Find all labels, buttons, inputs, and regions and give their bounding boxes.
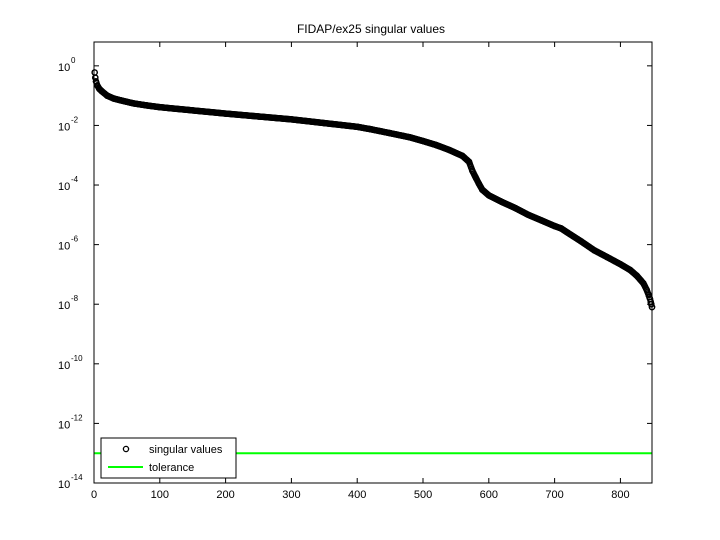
singular-value-marker (386, 129, 394, 137)
singular-value-marker (92, 78, 100, 85)
singular-value-marker (98, 88, 106, 95)
singular-value-marker (478, 186, 486, 193)
y-tick-label: 10 (58, 419, 70, 431)
singular-value-marker (590, 246, 598, 254)
singular-value-marker (446, 146, 453, 154)
plot-data-layer (91, 69, 656, 455)
chart-title: FIDAP/ex25 singular values (297, 22, 445, 36)
singular-value-marker (367, 125, 374, 133)
x-tick-label: 800 (611, 489, 629, 501)
singular-value-marker (627, 266, 634, 274)
y-tick-exponent: -6 (71, 235, 79, 244)
singular-value-marker (419, 137, 427, 145)
y-tick-exponent: -8 (71, 294, 79, 303)
singular-value-marker (640, 280, 647, 287)
singular-value-marker (604, 253, 611, 261)
plot-axes: 0 100 200 300 400 500 600 700 80010010-210-410-6… (58, 41, 653, 501)
y-tick-exponent: 0 (71, 56, 76, 65)
singular-value-marker (475, 180, 483, 188)
axes-box (93, 41, 653, 484)
y-tick-exponent: -10 (71, 354, 83, 363)
x-tick-label: 600 (480, 489, 498, 501)
singular-value-marker (498, 198, 506, 206)
singular-value-marker (643, 286, 650, 294)
x-tick-label: 700 (545, 489, 563, 501)
singular-value-marker (117, 97, 124, 104)
x-tick-label: 400 (348, 489, 366, 501)
singular-value-marker (472, 174, 479, 181)
y-tick-label: 10 (58, 121, 70, 133)
x-tick-label: 0 (91, 489, 97, 501)
singular-value-marker (130, 100, 137, 107)
singular-value-marker (617, 260, 624, 268)
singular-value-marker (459, 152, 466, 160)
singular-value-marker (222, 110, 229, 117)
x-tick-label: 500 (414, 489, 432, 501)
singular-value-marker (645, 291, 652, 299)
singular-value-marker (406, 134, 414, 141)
singular-value-marker (557, 225, 565, 232)
legend-box (100, 437, 237, 479)
singular-value-marker (103, 92, 111, 99)
singular-value-marker (110, 95, 117, 102)
singular-value-marker (538, 217, 545, 224)
y-tick-label: 10 (58, 241, 70, 253)
singular-value-marker (255, 113, 262, 120)
singular-value-marker (551, 222, 558, 230)
y-tick-label: 10 (58, 479, 70, 491)
x-tick-label: 100 (151, 489, 169, 501)
singular-value-marker (469, 167, 476, 175)
y-tick-exponent: -4 (71, 175, 79, 184)
singular-value-marker (633, 272, 641, 280)
singular-value-marker (92, 74, 99, 81)
singular-value-marker (189, 107, 196, 114)
x-tick-label: 200 (216, 489, 234, 501)
y-tick-exponent: -2 (71, 115, 79, 124)
legend-label-tolerance: tolerance (149, 462, 194, 474)
x-tick-label: 300 (282, 489, 300, 501)
legend-label-singular-values: singular values (149, 444, 223, 456)
singular-value-marker (143, 102, 150, 109)
singular-value-marker (288, 116, 295, 123)
y-tick-label: 10 (58, 62, 70, 74)
singular-value-marker (353, 123, 361, 131)
singular-value-marker (432, 141, 440, 149)
y-tick-exponent: -14 (71, 473, 83, 482)
singular-value-marker (321, 119, 328, 127)
y-tick-label: 10 (58, 181, 70, 193)
y-tick-label: 10 (58, 360, 70, 372)
singular-value-marker (465, 158, 473, 166)
singular-value-marker (577, 237, 585, 245)
singular-value-marker (525, 211, 532, 219)
legend-marker-singular-values (122, 445, 130, 453)
y-tick-label: 10 (58, 300, 70, 312)
y-tick-exponent: -12 (71, 413, 83, 422)
singular-value-marker (511, 204, 519, 212)
singular-value-marker (564, 229, 572, 237)
legend: singular values tolerance (100, 437, 237, 479)
singular-value-marker (485, 192, 493, 199)
singular-value-marker (156, 103, 164, 111)
